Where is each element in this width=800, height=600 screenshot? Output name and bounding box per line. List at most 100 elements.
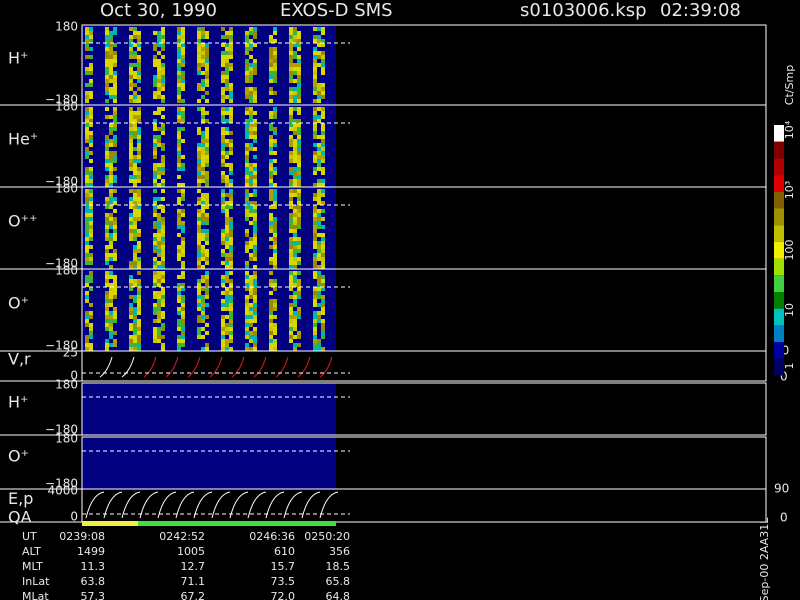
spectrogram-cell <box>113 201 117 205</box>
spectrogram-cell <box>89 135 93 139</box>
spectrogram-cell <box>225 59 229 63</box>
spectrogram-cell <box>137 283 141 287</box>
spectrogram-cell <box>201 311 205 315</box>
spectrogram-cell <box>85 31 89 35</box>
spectrogram-cell <box>293 237 297 241</box>
spectrogram-cell <box>129 83 133 87</box>
spectrogram-cell <box>249 315 253 319</box>
spectrogram-cell <box>229 303 233 307</box>
spectrogram-cell <box>225 315 229 319</box>
spectrogram-cell <box>85 155 89 159</box>
spectrogram-cell <box>109 205 113 209</box>
spectrogram-cell <box>113 99 117 103</box>
spectrogram-cell <box>137 127 141 131</box>
spectrogram-cell <box>317 63 321 67</box>
spectrogram-cell <box>321 143 325 147</box>
spectrogram-cell <box>253 265 257 269</box>
spectrogram-cell <box>221 319 225 323</box>
spectrogram-cell <box>225 225 229 229</box>
spectrogram-cell <box>273 279 277 283</box>
spectrogram-cell <box>197 107 201 111</box>
spectrogram-cell <box>89 143 93 147</box>
spectrogram-cell <box>181 119 185 123</box>
spectrogram-cell <box>161 221 165 225</box>
spectrogram-cell <box>197 295 201 299</box>
spectrogram-cell <box>321 51 325 55</box>
colorbar-cell <box>774 141 784 159</box>
spectrogram-cell <box>245 91 249 95</box>
spectrogram-cell <box>153 79 157 83</box>
spectrogram-cell <box>297 213 301 217</box>
spectrogram-cell <box>129 159 133 163</box>
spectrogram-cell <box>269 111 273 115</box>
spectrogram-cell <box>205 147 209 151</box>
spectrogram-cell <box>137 155 141 159</box>
spectrogram-cell <box>105 67 109 71</box>
spectrogram-cell <box>313 205 317 209</box>
spectrogram-cell <box>113 175 117 179</box>
spectrogram-cell <box>245 107 249 111</box>
spectrogram-cell <box>153 163 157 167</box>
spectrogram-cell <box>249 163 253 167</box>
spectrogram-cell <box>133 71 137 75</box>
spectrogram-cell <box>289 91 293 95</box>
spectrogram-cell <box>157 311 161 315</box>
spectrogram-cell <box>197 257 201 261</box>
spectrogram-cell <box>161 299 165 303</box>
spectrogram-cell <box>249 241 253 245</box>
spectrogram-cell <box>289 27 293 31</box>
spectrogram-cell <box>205 261 209 265</box>
spectrogram-cell <box>205 295 209 299</box>
spectrogram-cell <box>105 39 109 43</box>
spectrogram-cell <box>181 295 185 299</box>
spectrogram-cell <box>133 189 137 193</box>
spectrogram-cell <box>289 139 293 143</box>
spectrogram-cell <box>221 159 225 163</box>
spectrogram-cell <box>253 71 257 75</box>
spectrogram-cell <box>297 111 301 115</box>
spectrogram-cell <box>161 315 165 319</box>
spectrogram-cell <box>137 287 141 291</box>
spectrogram-cell <box>105 91 109 95</box>
spectrogram-cell <box>157 319 161 323</box>
spectrogram-cell <box>129 335 133 339</box>
spectrogram-cell <box>89 71 93 75</box>
spectrogram-cell <box>197 225 201 229</box>
spectrogram-cell <box>161 47 165 51</box>
spectrogram-cell <box>313 197 317 201</box>
spectrogram-cell <box>313 123 317 127</box>
spectrogram-cell <box>245 31 249 35</box>
spectrogram-cell <box>321 159 325 163</box>
spectrogram-cell <box>177 175 181 179</box>
spectrogram-cell <box>249 201 253 205</box>
table-cell: MLat <box>22 590 49 600</box>
spectrogram-cell <box>253 183 257 187</box>
spectrogram-cell <box>85 167 89 171</box>
spectrogram-cell <box>157 163 161 167</box>
spectrogram-cell <box>177 27 181 31</box>
trace <box>253 356 267 378</box>
spectrogram-cell <box>161 265 165 269</box>
spectrogram-cell <box>157 175 161 179</box>
spectrogram-cell <box>253 163 257 167</box>
spectrogram-cell <box>181 163 185 167</box>
spectrogram-cell <box>229 249 233 253</box>
spectrogram-cell <box>113 63 117 67</box>
spectrogram-cell <box>229 67 233 71</box>
spectrogram-cell <box>105 233 109 237</box>
spectrogram-cell <box>137 271 141 275</box>
spectrogram-cell <box>293 139 297 143</box>
spectrogram-cell <box>133 315 137 319</box>
spectrogram-cell <box>253 111 257 115</box>
table-cell: 1005 <box>177 545 205 558</box>
spectrogram-cell <box>245 275 249 279</box>
spectrogram-cell <box>105 271 109 275</box>
spectrogram-cell <box>181 189 185 193</box>
spectrogram-cell <box>177 307 181 311</box>
spectrogram-cell <box>113 143 117 147</box>
spectrogram-cell <box>245 201 249 205</box>
spectrogram-cell <box>245 307 249 311</box>
spectrogram-cell <box>89 303 93 307</box>
spectrogram-cell <box>133 197 137 201</box>
spectrogram-cell <box>197 335 201 339</box>
